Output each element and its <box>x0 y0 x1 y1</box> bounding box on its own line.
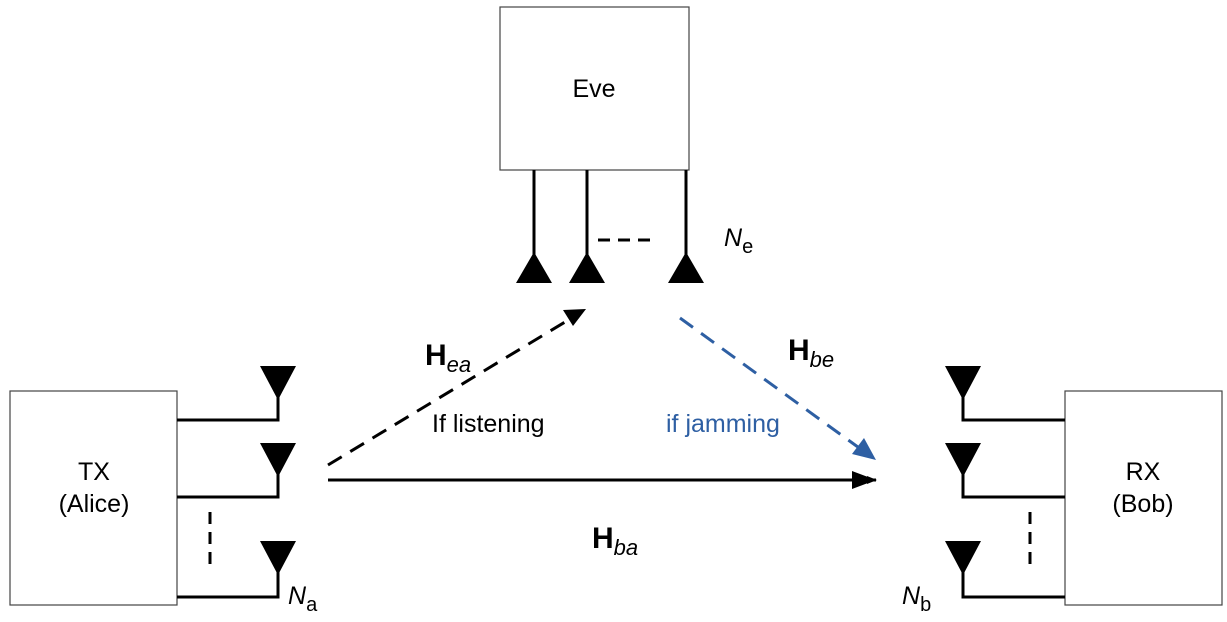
text-part: H <box>425 339 447 372</box>
alice-antenna-count: Na <box>288 582 318 616</box>
shape <box>260 366 296 575</box>
bob-antennas <box>945 366 1065 599</box>
alice-label: TX <box>78 458 110 486</box>
text-part: e <box>742 236 753 258</box>
text-part: N <box>724 224 743 252</box>
shape <box>516 252 704 283</box>
text-part: b <box>920 594 931 616</box>
text-part: H <box>788 334 810 367</box>
shape <box>945 366 981 575</box>
arrowhead <box>852 471 876 489</box>
channel-be-note: if jamming <box>666 410 780 438</box>
bob-label: (Bob) <box>1112 490 1173 518</box>
channel-ba-label: Hba <box>592 522 638 560</box>
channel-ea-label: Hea <box>425 339 471 377</box>
text-part: H <box>592 522 614 555</box>
alice-box <box>9 390 178 606</box>
arrowhead <box>852 438 876 460</box>
bob-label: RX <box>1126 458 1161 486</box>
shape <box>961 395 1065 599</box>
alice-antennas <box>177 366 296 599</box>
text-part: N <box>288 582 307 610</box>
channel-ea-note: If listening <box>432 410 545 438</box>
channel-be-label: Hbe <box>788 334 834 372</box>
eve-antennas <box>516 170 704 283</box>
alice-label: (Alice) <box>59 490 130 518</box>
text-part: a <box>306 594 318 616</box>
text-part: be <box>810 347 834 372</box>
channel-ea-arrow <box>327 317 571 467</box>
text-part: ba <box>614 535 638 560</box>
bob-antenna-count: Nb <box>902 582 931 616</box>
eve-box <box>499 6 690 171</box>
eve-label: Eve <box>572 75 615 103</box>
arrowhead <box>563 309 586 326</box>
text-part: ea <box>447 352 471 377</box>
text-part: N <box>902 582 921 610</box>
channel-be-arrow <box>679 316 863 452</box>
shape <box>177 395 280 599</box>
eve-antenna-count: Ne <box>724 224 753 258</box>
bob-box <box>1064 390 1223 606</box>
